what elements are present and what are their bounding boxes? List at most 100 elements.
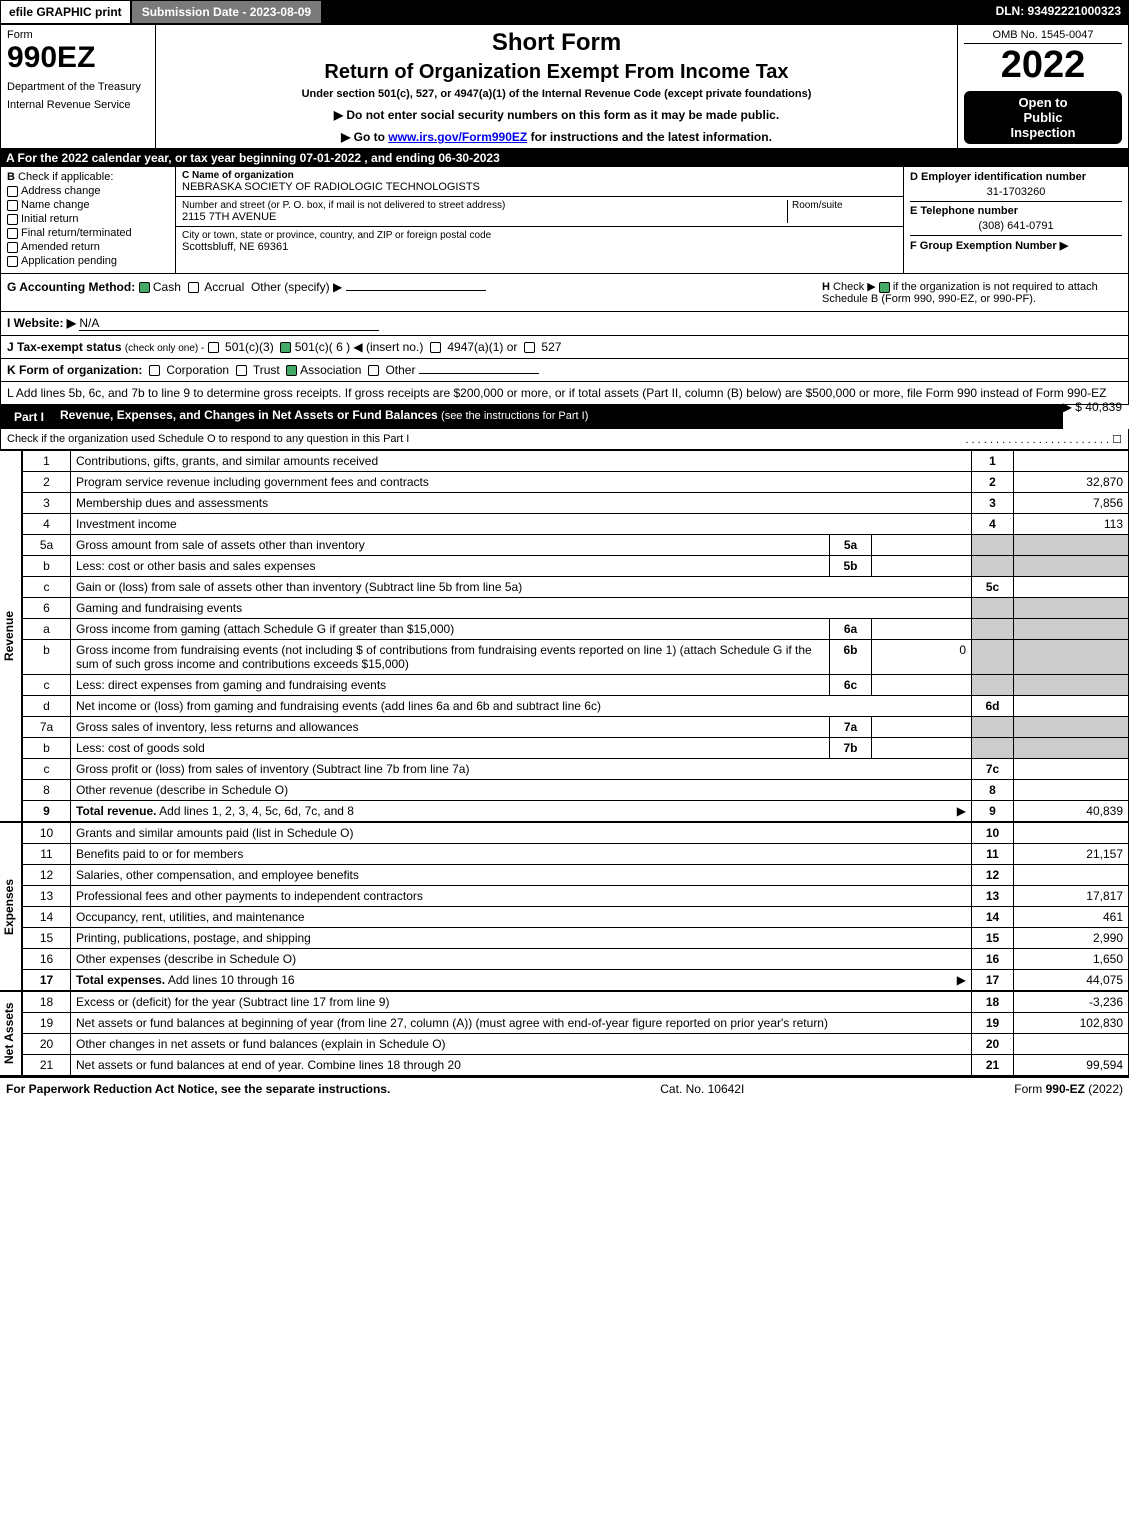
revenue-section: Revenue 1Contributions, gifts, grants, a… [0,450,1129,822]
line-ref-shaded [972,675,1014,696]
top-bar: efile GRAPHIC print Submission Date - 20… [0,0,1129,24]
i-label: I Website: ▶ [7,316,76,330]
checkbox-icon[interactable] [368,365,379,376]
j-opt1: 501(c)(3) [225,340,274,354]
line-ref: 1 [972,451,1014,472]
line-description: Benefits paid to or for members [71,844,972,865]
line-number: b [23,556,71,577]
line-description: Other revenue (describe in Schedule O) [71,780,972,801]
line-description: Net assets or fund balances at beginning… [71,1013,972,1034]
info-grid: B Check if applicable: Address change Na… [0,167,1129,274]
subline-ref: 5b [830,556,872,577]
checkbox-icon[interactable] [236,365,247,376]
checkbox-checked-icon[interactable] [139,282,150,293]
checkbox-icon[interactable] [7,186,18,197]
k-opt: Trust [253,363,280,377]
checkbox-checked-icon[interactable] [879,282,890,293]
checkbox-icon[interactable] [188,282,199,293]
row-gh: G Accounting Method: Cash Accrual Other … [0,274,1129,312]
subline-value: 0 [872,640,972,675]
header-right: OMB No. 1545-0047 2022 Open to Public In… [958,25,1128,148]
table-row: 7aGross sales of inventory, less returns… [23,717,1129,738]
line-value-shaded [1014,598,1129,619]
part1-title: Revenue, Expenses, and Changes in Net As… [60,408,588,426]
b-subtitle: Check if applicable: [18,171,113,183]
line-description: Less: direct expenses from gaming and fu… [71,675,830,696]
instr-goto-post: for instructions and the latest informat… [527,130,772,144]
line-number: 12 [23,865,71,886]
phone-value: (308) 641-0791 [910,220,1122,232]
line-description: Program service revenue including govern… [71,472,972,493]
checkbox-icon[interactable] [149,365,160,376]
b-checklist: Address change Name change Initial retur… [7,185,169,267]
checkbox-icon[interactable] [7,200,18,211]
checkbox-icon[interactable] [430,342,441,353]
footer-right: Form 990-EZ (2022) [1014,1082,1123,1096]
line-ref-shaded [972,738,1014,759]
g-cash: Cash [153,280,181,294]
line-ref: 19 [972,1013,1014,1034]
return-title: Return of Organization Exempt From Incom… [162,61,951,84]
line-description: Total expenses. Add lines 10 through 16 … [71,970,972,991]
k-opt: Corporation [166,363,229,377]
table-row: aGross income from gaming (attach Schedu… [23,619,1129,640]
omb-number: OMB No. 1545-0047 [964,29,1122,44]
checkbox-icon[interactable] [7,242,18,253]
line-description: Membership dues and assessments [71,493,972,514]
line-ref: 13 [972,886,1014,907]
subline-ref: 7b [830,738,872,759]
checkbox-checked-icon[interactable] [280,342,291,353]
table-row: bGross income from fundraising events (n… [23,640,1129,675]
line-ref-shaded [972,556,1014,577]
irs-link[interactable]: www.irs.gov/Form990EZ [388,130,527,144]
checkbox-icon[interactable] [524,342,535,353]
line-description: Salaries, other compensation, and employ… [71,865,972,886]
line-value [1014,451,1129,472]
table-row: 8Other revenue (describe in Schedule O)8 [23,780,1129,801]
table-row: 14Occupancy, rent, utilities, and mainte… [23,907,1129,928]
row-k: K Form of organization: Corporation Trus… [0,359,1129,382]
row-h: H Check ▶ if the organization is not req… [822,280,1122,305]
line-ref: 18 [972,992,1014,1013]
section-a-bar: A For the 2022 calendar year, or tax yea… [0,149,1129,167]
checkbox-icon[interactable] [7,228,18,239]
arrow-icon: ▶ [957,973,966,987]
footer-right-post: (2022) [1085,1082,1123,1096]
line-description: Gross income from gaming (attach Schedul… [71,619,830,640]
table-row: 17Total expenses. Add lines 10 through 1… [23,970,1129,991]
j-label: J Tax-exempt status [7,340,122,354]
street-label: Number and street (or P. O. box, if mail… [182,200,787,211]
line-description: Excess or (deficit) for the year (Subtra… [71,992,972,1013]
footer-center: Cat. No. 10642I [660,1082,744,1096]
line-ref: 16 [972,949,1014,970]
line-value-shaded [1014,640,1129,675]
table-row: 10Grants and similar amounts paid (list … [23,823,1129,844]
line-number: 8 [23,780,71,801]
checkbox-checked-icon[interactable] [286,365,297,376]
line-number: 6 [23,598,71,619]
row-l: L Add lines 5b, 6c, and 7b to line 9 to … [0,382,1129,405]
f-label: F Group Exemption Number ▶ [910,235,1122,252]
col-c: C Name of organization NEBRASKA SOCIETY … [176,167,903,273]
line-description: Net assets or fund balances at end of ye… [71,1055,972,1076]
h-text1: Check ▶ [833,281,876,293]
dln-label: DLN: 93492221000323 [988,0,1129,24]
line-value: 113 [1014,514,1129,535]
line-ref: 11 [972,844,1014,865]
table-row: cLess: direct expenses from gaming and f… [23,675,1129,696]
j-opt4: 527 [541,340,561,354]
g-accrual: Accrual [204,280,244,294]
line-number: 3 [23,493,71,514]
form-header: Form 990EZ Department of the Treasury In… [0,24,1129,149]
line-ref-shaded [972,598,1014,619]
table-row: 12Salaries, other compensation, and empl… [23,865,1129,886]
table-row: dNet income or (loss) from gaming and fu… [23,696,1129,717]
short-form-title: Short Form [162,29,951,57]
checkbox-icon[interactable] [7,214,18,225]
checkbox-icon[interactable] [7,256,18,267]
line-number: b [23,738,71,759]
checkbox-icon[interactable] [208,342,219,353]
line-description: Gain or (loss) from sale of assets other… [71,577,972,598]
line-description: Less: cost or other basis and sales expe… [71,556,830,577]
form-number: 990EZ [7,41,149,75]
